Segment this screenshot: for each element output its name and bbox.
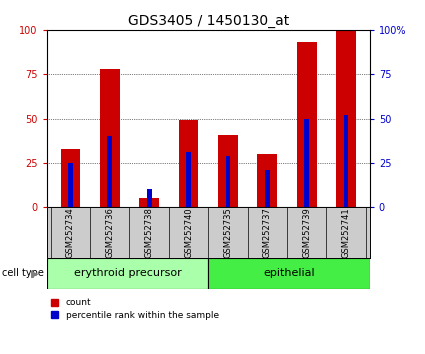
Text: GSM252737: GSM252737: [263, 207, 272, 258]
Legend: count, percentile rank within the sample: count, percentile rank within the sample: [51, 298, 219, 320]
Bar: [218, 135, 238, 207]
Bar: [258, 154, 277, 207]
Bar: [108, 136, 112, 207]
Text: GSM252734: GSM252734: [66, 207, 75, 258]
Text: cell type: cell type: [2, 268, 44, 278]
Text: erythroid precursor: erythroid precursor: [74, 268, 181, 279]
Bar: [344, 115, 348, 207]
Bar: [68, 163, 73, 207]
Bar: [297, 42, 317, 207]
Bar: [208, 258, 370, 289]
Text: epithelial: epithelial: [263, 268, 315, 279]
Text: GSM252741: GSM252741: [342, 207, 351, 258]
Bar: [304, 119, 309, 207]
Text: GSM252738: GSM252738: [144, 207, 154, 258]
Bar: [178, 120, 198, 207]
Bar: [100, 69, 119, 207]
Bar: [336, 30, 356, 207]
Bar: [60, 149, 80, 207]
Bar: [147, 189, 152, 207]
Text: GSM252739: GSM252739: [302, 207, 311, 258]
Title: GDS3405 / 1450130_at: GDS3405 / 1450130_at: [128, 14, 289, 28]
Text: GSM252735: GSM252735: [224, 207, 232, 258]
Bar: [186, 152, 191, 207]
Text: GSM252740: GSM252740: [184, 207, 193, 258]
Bar: [139, 198, 159, 207]
Bar: [226, 156, 230, 207]
Text: ▶: ▶: [31, 268, 39, 278]
Bar: [47, 258, 208, 289]
Bar: [265, 170, 270, 207]
Text: GSM252736: GSM252736: [105, 207, 114, 258]
